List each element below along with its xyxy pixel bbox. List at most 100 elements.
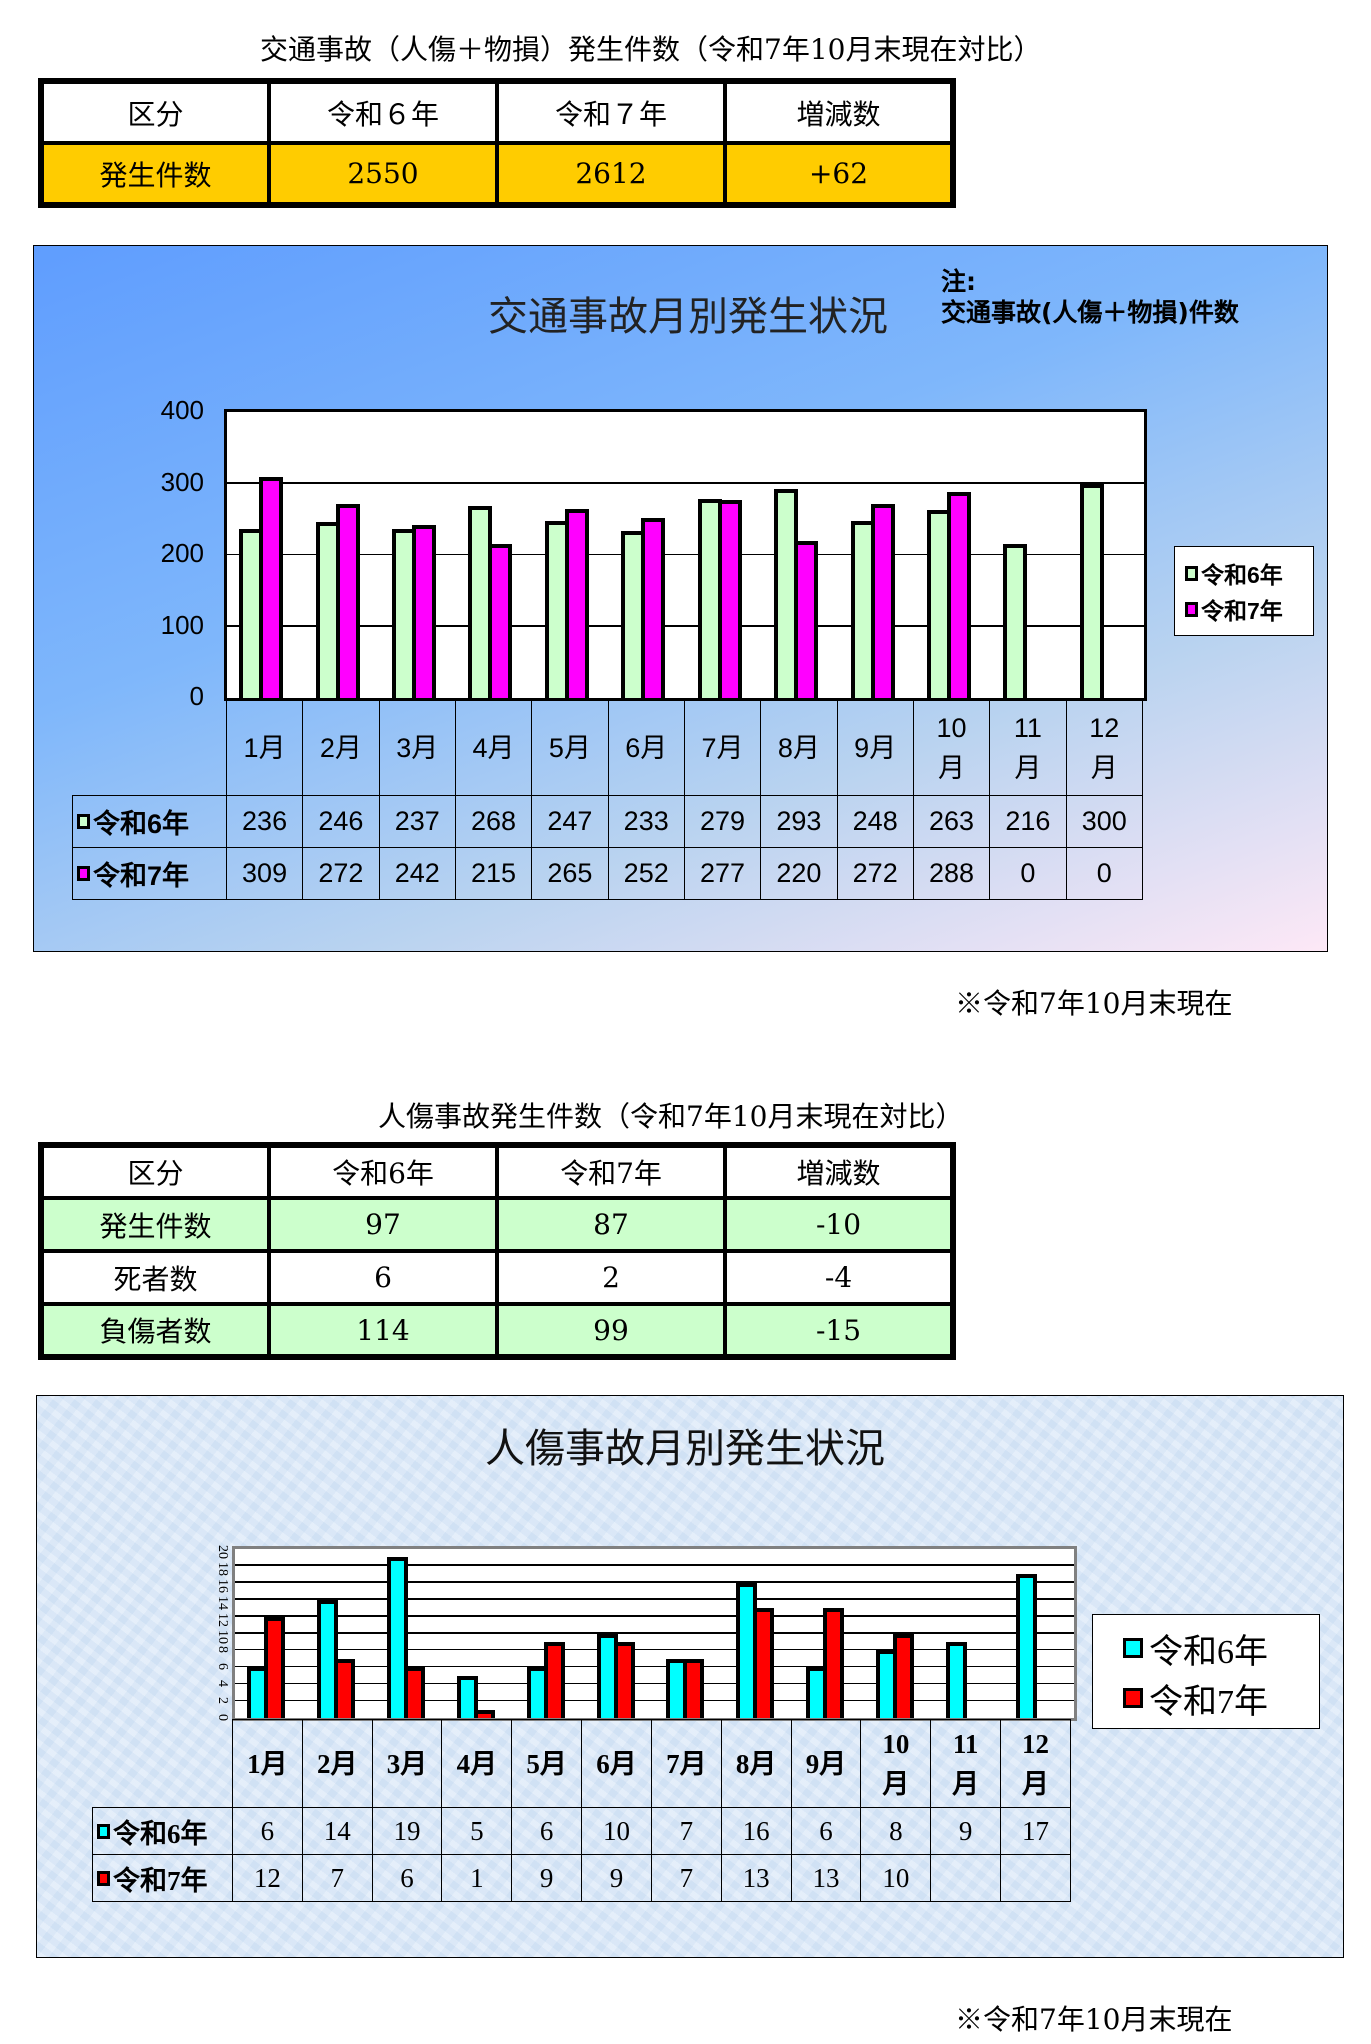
- data-cell: 5: [441, 1807, 513, 1855]
- y-axis-tick-label: 10: [215, 1629, 230, 1644]
- series-label: 令和6年: [92, 1807, 233, 1855]
- month-header: 6月: [607, 699, 685, 796]
- traffic-accident-summary-table: 区分 令和６年 令和７年 増減数 発生件数 2550 2612 +62: [38, 78, 956, 208]
- bar-r6: [1016, 1574, 1038, 1718]
- data-cell: 300: [1065, 795, 1144, 848]
- series-name: 令和6年: [93, 809, 190, 839]
- month-header: 12 月: [1000, 1719, 1071, 1808]
- gridline: [235, 1699, 1074, 1702]
- cell-r6: 97: [267, 1196, 499, 1253]
- section2-caption: 人傷事故発生件数（令和7年10月末現在対比）: [378, 1100, 964, 1133]
- header-category: 区分: [39, 1143, 271, 1200]
- month-header: 8月: [720, 1719, 792, 1808]
- bar-r7: [946, 492, 971, 698]
- header-r7: 令和７年: [495, 79, 727, 145]
- y-axis-tick-label: 2: [215, 1697, 230, 1705]
- table-corner: [73, 700, 227, 796]
- month-header: 10 月: [860, 1719, 932, 1808]
- table-corner: [93, 1720, 233, 1808]
- data-cell: 288: [912, 847, 991, 900]
- bar-r7: [717, 499, 742, 698]
- chart2-data-table: 1月 2月 3月 4月 5月 6月 7月 8月 9月 10 月 11 月 12 月令和6年 6 14 19 5 6 10…: [92, 1719, 1071, 1902]
- bar-r7: [794, 540, 819, 698]
- chart1-plot-area: [224, 409, 1147, 701]
- cell-r7: 2612: [495, 141, 727, 207]
- month-header: 5月: [511, 1719, 583, 1808]
- bar-r6: [1003, 543, 1028, 698]
- legend-swatch-icon: [1185, 565, 1198, 581]
- chart2-asof-note: ※令和7年10月末現在: [955, 2003, 1233, 2036]
- row-label: 負傷者数: [39, 1302, 271, 1359]
- bar-r6: [946, 1641, 968, 1718]
- y-axis-tick-label: 300: [160, 466, 204, 497]
- data-cell: 9: [930, 1807, 1002, 1855]
- bar-r7: [893, 1633, 915, 1718]
- header-r7: 令和7年: [495, 1143, 727, 1200]
- header-diff: 増減数: [723, 1143, 955, 1200]
- y-axis-tick-label: 12: [215, 1612, 230, 1627]
- series-label: 令和7年: [72, 847, 227, 900]
- data-cell: 220: [760, 847, 838, 900]
- bar-r7: [335, 503, 360, 698]
- injury-accident-summary-table: 区分 令和6年 令和7年 増減数 発生件数 97 87 -10 死者数 6 2 …: [38, 1142, 956, 1360]
- y-axis-tick-label: 400: [160, 395, 204, 425]
- cell-r7: 2: [495, 1249, 727, 1306]
- month-header: 1月: [225, 699, 304, 796]
- bar-r6: [316, 1599, 338, 1718]
- header-r6: 令和６年: [267, 79, 499, 145]
- y-axis-tick-label: 4: [215, 1680, 230, 1688]
- data-cell: 10: [581, 1807, 652, 1855]
- gridline: [227, 482, 1144, 484]
- data-cell: 279: [683, 795, 762, 848]
- data-cell: 7: [650, 1854, 722, 1902]
- gridline: [235, 1581, 1074, 1583]
- month-header: 4月: [441, 1719, 513, 1808]
- data-cell: 216: [989, 795, 1067, 848]
- chart2-panel: 人傷事故月別発生状況 20 18 16 14 12 10 8 6 4 2 0 1月 2月 3月 4月 5月 6…: [36, 1395, 1344, 1958]
- gridline: [235, 1598, 1074, 1600]
- data-cell: 263: [912, 795, 991, 848]
- cell-r6: 6: [267, 1249, 499, 1306]
- row-label: 死者数: [39, 1249, 271, 1306]
- header-diff: 増減数: [723, 79, 955, 145]
- y-axis-tick-label: 200: [160, 538, 204, 568]
- header-category: 区分: [39, 79, 271, 145]
- chart2-legend: 令和6年 令和7年: [1092, 1614, 1320, 1729]
- legend-swatch-icon: [1123, 1638, 1143, 1658]
- gridline: [235, 1665, 1074, 1668]
- bar-r7: [259, 477, 284, 698]
- month-header: 2月: [301, 1719, 373, 1808]
- y-axis-tick-label: 14: [215, 1595, 230, 1610]
- chart1-legend: 令和6年 令和7年: [1174, 546, 1314, 636]
- cell-r6: 114: [267, 1302, 499, 1359]
- month-header: 11 月: [989, 699, 1067, 796]
- gridline: [235, 1615, 1074, 1617]
- cell-diff: +62: [723, 141, 955, 207]
- data-row-r6: 令和6年 236 246 237 268 247 233 279 293 248 263 216 300: [72, 795, 1144, 848]
- chart1-title: 交通事故月別発生状況: [488, 294, 888, 340]
- series-label: 令和7年: [92, 1854, 233, 1902]
- gridline: [235, 1682, 1074, 1685]
- cell-diff: -15: [723, 1302, 955, 1359]
- bar-r7: [543, 1641, 565, 1718]
- month-header: 6月: [581, 1719, 652, 1808]
- chart1-note-line2: 交通事故(人傷＋物損)件数: [941, 298, 1239, 327]
- chart1-panel: 交通事故月別発生状況 注: 交通事故(人傷＋物損)件数 400 300 200 100…: [33, 245, 1328, 952]
- y-axis-tick-label: 16: [215, 1578, 230, 1593]
- data-cell: 215: [454, 847, 533, 900]
- cell-r7: 99: [495, 1302, 727, 1359]
- gridline: [227, 553, 1144, 555]
- header-r6: 令和6年: [267, 1143, 499, 1200]
- chart2-plot-area: [232, 1546, 1077, 1721]
- data-cell: 19: [371, 1807, 443, 1855]
- y-axis-tick-label: 20: [215, 1545, 230, 1559]
- gridline: [227, 625, 1144, 627]
- data-cell: 237: [378, 795, 456, 848]
- cell-diff: -4: [723, 1249, 955, 1306]
- gridline: [235, 1564, 1074, 1566]
- data-cell: 9: [581, 1854, 652, 1902]
- row-label: 発生件数: [39, 141, 271, 207]
- data-cell: 265: [531, 847, 609, 900]
- data-cell: 7: [650, 1807, 722, 1855]
- data-cell: 8: [860, 1807, 932, 1855]
